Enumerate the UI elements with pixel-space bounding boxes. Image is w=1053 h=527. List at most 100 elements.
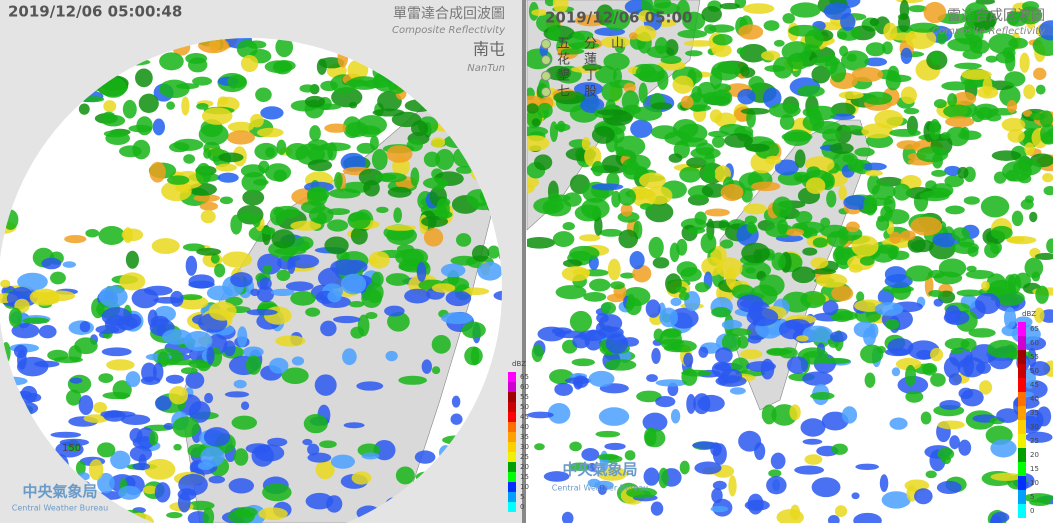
echo xyxy=(560,48,585,55)
echo xyxy=(856,291,865,303)
echo xyxy=(11,323,40,339)
echo xyxy=(838,185,847,201)
echo xyxy=(307,139,329,151)
echo xyxy=(675,286,687,293)
echo xyxy=(636,390,662,403)
echo xyxy=(348,300,365,308)
echo xyxy=(368,251,390,269)
echo xyxy=(996,408,1020,423)
echo xyxy=(908,5,927,13)
echo xyxy=(342,348,357,366)
scale-label: 35 xyxy=(520,433,529,441)
echo xyxy=(259,277,272,291)
echo xyxy=(891,367,901,377)
echo xyxy=(711,43,732,57)
echo xyxy=(778,347,798,359)
echo xyxy=(431,283,456,293)
echo xyxy=(436,181,446,190)
echo xyxy=(655,379,687,387)
echo xyxy=(118,485,141,500)
scale-label: 35 xyxy=(1030,409,1039,417)
scale-label: 0 xyxy=(520,503,524,511)
echo xyxy=(185,371,205,389)
station-marker xyxy=(541,39,551,49)
echo xyxy=(966,265,977,272)
echo xyxy=(230,214,243,235)
echo xyxy=(644,428,666,448)
echo xyxy=(562,221,575,231)
scale-label: 20 xyxy=(1030,451,1039,459)
echo xyxy=(582,63,602,71)
echo xyxy=(246,309,278,316)
scale-swatch xyxy=(508,412,516,422)
echo xyxy=(801,229,813,238)
echo xyxy=(900,230,916,241)
echo xyxy=(781,131,813,142)
station-zh: 南屯 xyxy=(473,40,505,59)
echo xyxy=(743,3,775,14)
echo xyxy=(594,215,603,236)
echo xyxy=(547,25,561,41)
echo xyxy=(224,391,250,398)
echo xyxy=(307,443,320,456)
station-name: 墾丁 xyxy=(557,68,611,84)
echo xyxy=(172,416,200,438)
echo xyxy=(262,264,273,274)
echo xyxy=(464,346,483,366)
echo xyxy=(173,443,182,451)
echo xyxy=(1008,37,1028,49)
scale-swatch xyxy=(1018,336,1026,350)
echo xyxy=(736,294,764,313)
echo xyxy=(170,290,184,307)
echo xyxy=(963,354,975,377)
echo xyxy=(431,335,451,354)
echo xyxy=(24,393,42,403)
echo xyxy=(121,228,144,242)
echo xyxy=(949,435,960,450)
echo xyxy=(125,371,141,388)
echo xyxy=(668,153,683,163)
echo xyxy=(964,2,989,23)
echo xyxy=(327,290,342,303)
echo xyxy=(307,452,332,463)
echo xyxy=(456,233,472,247)
echo xyxy=(537,102,553,119)
echo xyxy=(986,273,1007,295)
echo xyxy=(327,142,337,161)
echo xyxy=(527,103,539,114)
echo xyxy=(202,507,215,527)
echo xyxy=(129,445,153,462)
echo xyxy=(552,0,569,14)
logo-en: Central Weather Bureau xyxy=(12,504,108,513)
scale-label: 65 xyxy=(1030,325,1039,333)
echo xyxy=(376,206,389,214)
scale-swatch xyxy=(508,502,516,512)
echo xyxy=(195,162,212,185)
echo xyxy=(527,135,550,152)
echo xyxy=(188,359,213,369)
echo xyxy=(384,305,405,317)
echo xyxy=(334,172,343,190)
echo xyxy=(201,107,233,125)
echo xyxy=(110,450,131,470)
echo xyxy=(658,467,669,489)
echo xyxy=(1011,210,1024,227)
echo xyxy=(829,331,848,343)
echo xyxy=(217,172,239,183)
echo xyxy=(152,362,164,382)
echo xyxy=(97,472,115,494)
echo xyxy=(914,488,933,505)
echo xyxy=(890,250,910,261)
scale-swatch xyxy=(1018,420,1026,434)
scale-swatch xyxy=(1018,434,1026,448)
echo xyxy=(598,314,623,333)
echo xyxy=(226,130,256,145)
echo xyxy=(487,245,500,259)
echo xyxy=(703,166,716,182)
echo xyxy=(204,392,214,404)
echo xyxy=(261,226,276,235)
echo xyxy=(821,411,849,431)
echo xyxy=(779,114,795,130)
echo xyxy=(905,28,937,49)
scale-swatch xyxy=(1018,448,1026,462)
